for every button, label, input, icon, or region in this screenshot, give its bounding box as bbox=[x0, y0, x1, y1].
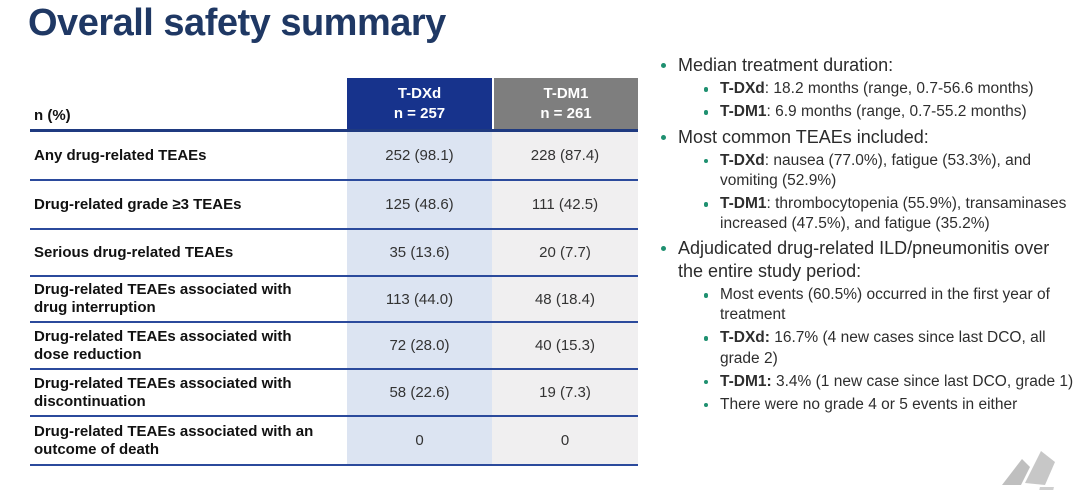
tdm1-value-cell: 0 bbox=[492, 417, 638, 464]
list-item: T-DXd: 18.2 months (range, 0.7-56.6 mont… bbox=[692, 79, 1078, 99]
tdxd-value-cell: 252 (98.1) bbox=[347, 132, 492, 179]
bullet-dot-icon bbox=[648, 126, 678, 148]
row-label: Serious drug-related TEAEs bbox=[34, 243, 234, 261]
bullet-text-detail: : 6.9 months (range, 0.7-55.2 months) bbox=[766, 103, 1027, 121]
table-row: Serious drug-related TEAEs 35 (13.6) 20 … bbox=[30, 230, 638, 277]
tdxd-value-cell: 58 (22.6) bbox=[347, 370, 492, 415]
list-item: There were no grade 4 or 5 events in eit… bbox=[692, 395, 1078, 415]
safety-summary-table: n (%) T-DXd n = 257 T-DM1 n = 261 Any dr… bbox=[30, 78, 638, 466]
row-label: Drug-related grade ≥3 TEAEs bbox=[34, 195, 242, 213]
list-item: Adjudicated drug-related ILD/pneumonitis… bbox=[648, 237, 1078, 282]
bullet-text: Most events (60.5%) occurred in the firs… bbox=[720, 285, 1078, 325]
list-item: T-DM1: 6.9 months (range, 0.7-55.2 month… bbox=[692, 102, 1078, 122]
column-header-tdxd-label: T-DXd bbox=[397, 85, 442, 102]
bullet-text: There were no grade 4 or 5 events in eit… bbox=[720, 395, 1078, 415]
tdxd-value-cell: 125 (48.6) bbox=[347, 181, 492, 228]
column-header-tdm1-label: T-DM1 bbox=[543, 85, 589, 102]
list-item: Most common TEAEs included: bbox=[648, 126, 1078, 148]
bullet-text: T-DM1: thrombocytopenia (55.9%), transam… bbox=[720, 194, 1078, 234]
key-findings-list: Median treatment duration: T-DXd: 18.2 m… bbox=[648, 54, 1078, 418]
bullet-dot-icon bbox=[692, 328, 720, 368]
bullet-dot-icon bbox=[692, 151, 720, 191]
column-header-tdm1: T-DM1 n = 261 bbox=[492, 78, 638, 129]
tdm1-value-cell: 40 (15.3) bbox=[492, 323, 638, 368]
drug-name-label: T-DXd bbox=[720, 80, 765, 98]
bullet-dot-icon bbox=[648, 54, 678, 76]
bullet-text: T-DXd: 18.2 months (range, 0.7-56.6 mont… bbox=[720, 79, 1078, 99]
bullet-dot-icon bbox=[692, 194, 720, 234]
bullet-text: Adjudicated drug-related ILD/pneumonitis… bbox=[678, 238, 1050, 281]
column-header-tdxd-n: n = 257 bbox=[393, 104, 446, 122]
list-item: T-DXd: 16.7% (4 new cases since last DCO… bbox=[692, 328, 1078, 368]
bullet-text: T-DXd: nausea (77.0%), fatigue (53.3%), … bbox=[720, 151, 1078, 191]
page-title: Overall safety summary bbox=[28, 2, 446, 44]
table-row: Drug-related TEAEs associated with disco… bbox=[30, 370, 638, 417]
table-corner-label: n (%) bbox=[34, 107, 71, 124]
bullet-dot-icon bbox=[692, 79, 720, 99]
bullet-text: T-DM1: 6.9 months (range, 0.7-55.2 month… bbox=[720, 102, 1078, 122]
tdxd-value-cell: 35 (13.6) bbox=[347, 230, 492, 275]
table-header-row: n (%) T-DXd n = 257 T-DM1 n = 261 bbox=[30, 78, 638, 132]
drug-name-label: T-DXd bbox=[720, 151, 765, 169]
bullet-dot-icon bbox=[648, 237, 678, 282]
drug-name-label: T-DM1 bbox=[720, 195, 767, 213]
tdm1-value-cell: 19 (7.3) bbox=[492, 370, 638, 415]
bullet-text-detail: : thrombocytopenia (55.9%), transaminase… bbox=[720, 195, 1067, 233]
list-item: Median treatment duration: bbox=[648, 54, 1078, 76]
row-label: Any drug-related TEAEs bbox=[34, 146, 207, 164]
list-item: T-DXd: nausea (77.0%), fatigue (53.3%), … bbox=[692, 151, 1078, 191]
column-header-tdxd: T-DXd n = 257 bbox=[347, 78, 492, 129]
bullet-text: T-DXd: 16.7% (4 new cases since last DCO… bbox=[720, 328, 1078, 368]
tdm1-value-cell: 228 (87.4) bbox=[492, 132, 638, 179]
table-row: Drug-related TEAEs associated with an ou… bbox=[30, 417, 638, 466]
bullet-dot-icon bbox=[692, 102, 720, 122]
list-item: Most events (60.5%) occurred in the firs… bbox=[692, 285, 1078, 325]
column-header-tdm1-n: n = 261 bbox=[540, 104, 592, 122]
tdxd-value-cell: 113 (44.0) bbox=[347, 277, 492, 321]
bullet-text: Median treatment duration: bbox=[678, 55, 894, 75]
tdm1-value-cell: 111 (42.5) bbox=[492, 181, 638, 228]
table-row: Any drug-related TEAEs 252 (98.1) 228 (8… bbox=[30, 132, 638, 181]
table-body: Any drug-related TEAEs 252 (98.1) 228 (8… bbox=[30, 132, 638, 466]
tdm1-value-cell: 20 (7.7) bbox=[492, 230, 638, 275]
bullet-text-detail: : 18.2 months (range, 0.7-56.6 months) bbox=[764, 80, 1034, 98]
bullet-dot-icon bbox=[692, 372, 720, 392]
bullet-text-detail: 16.7% (4 new cases since last DCO, all g… bbox=[720, 329, 1046, 367]
tdxd-value-cell: 0 bbox=[347, 417, 492, 464]
list-item: T-DM1: thrombocytopenia (55.9%), transam… bbox=[692, 194, 1078, 234]
drug-name-label: T-DM1 bbox=[720, 103, 767, 121]
list-item: T-DM1: 3.4% (1 new case since last DCO, … bbox=[692, 372, 1078, 392]
drug-name-label: T-DXd: bbox=[720, 329, 770, 347]
bullet-dot-icon bbox=[692, 395, 720, 415]
drug-name-label: T-DM1: bbox=[720, 372, 772, 390]
table-row: Drug-related TEAEs associated with drug … bbox=[30, 277, 638, 323]
row-label: Drug-related TEAEs associated with drug … bbox=[34, 281, 292, 316]
bullet-text-detail: There were no grade 4 or 5 events in eit… bbox=[720, 395, 1018, 413]
bullet-text: Most common TEAEs included: bbox=[678, 126, 929, 147]
watermark-icon bbox=[1002, 451, 1055, 490]
table-row: Drug-related TEAEs associated with dose … bbox=[30, 323, 638, 370]
bullet-dot-icon bbox=[692, 285, 720, 325]
row-label: Drug-related TEAEs associated with disco… bbox=[34, 374, 292, 410]
row-label: Drug-related TEAEs associated with an ou… bbox=[34, 422, 314, 458]
table-row: Drug-related grade ≥3 TEAEs 125 (48.6) 1… bbox=[30, 181, 638, 230]
tdxd-value-cell: 72 (28.0) bbox=[347, 323, 492, 368]
bullet-text-detail: 3.4% (1 new case since last DCO, grade 1… bbox=[771, 372, 1074, 390]
bullet-text: T-DM1: 3.4% (1 new case since last DCO, … bbox=[720, 372, 1078, 392]
tdm1-value-cell: 48 (18.4) bbox=[492, 277, 638, 321]
bullet-text-detail: Most events (60.5%) occurred in the firs… bbox=[720, 286, 1050, 324]
bullet-text-detail: : nausea (77.0%), fatigue (53.3%), and v… bbox=[720, 151, 1032, 190]
row-label: Drug-related TEAEs associated with dose … bbox=[34, 327, 292, 363]
